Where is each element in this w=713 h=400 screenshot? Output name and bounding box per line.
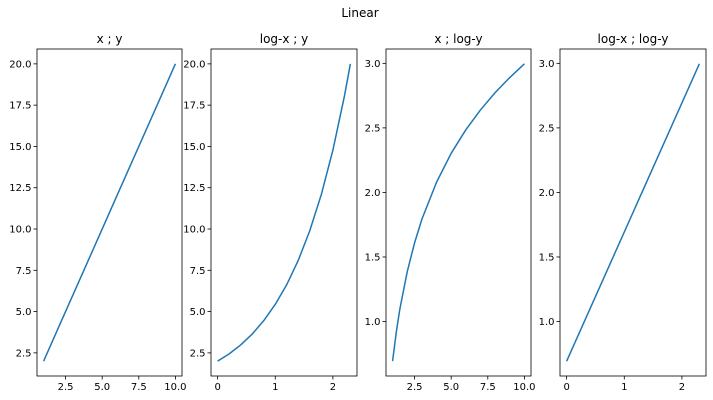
- x-tick-label: 1: [272, 382, 278, 393]
- series-line-4-1: [565, 63, 701, 362]
- subplot-2: log-x ; y 0 1 2 2.5 5.0 7.5 10.0 12.5 15.0 17.5 20.…: [183, 32, 358, 393]
- y-tick-label: 12.5: [9, 183, 31, 194]
- x-tick-label: 0: [563, 382, 569, 393]
- x-tick-label: 2: [679, 382, 685, 393]
- subplot-1: x ; y 2.5 5.0 7.5 10.0 2.5 5.0 7.5 10.0 12.5 15.0 1…: [9, 32, 186, 393]
- y-tick-label: 7.5: [190, 266, 206, 277]
- y-tick-label: 10.0: [9, 225, 31, 236]
- x-tick-label: 10.0: [164, 382, 186, 393]
- subplot-title: x ; log-y: [434, 32, 482, 46]
- y-tick-label: 3.0: [365, 59, 381, 70]
- y-tick-label: 12.5: [183, 183, 205, 194]
- y-tick-label: 3.0: [539, 59, 555, 70]
- x-tick-label: 10.0: [513, 382, 535, 393]
- figure-suptitle: Linear: [341, 6, 378, 20]
- y-tick-label: 20.0: [183, 59, 205, 70]
- y-tick-label: 10.0: [183, 225, 205, 236]
- y-tick-label: 7.5: [16, 266, 32, 277]
- y-tick-label: 17.5: [183, 101, 205, 112]
- axes-frame: [559, 48, 707, 377]
- y-tick-label: 2.0: [539, 188, 555, 199]
- subplot-3: x ; log-y 2.5 5.0 7.5 10.0 1.0 1.5 2.0 2.5 3.0: [365, 32, 536, 393]
- x-tick-label: 5.0: [94, 382, 110, 393]
- y-tick-label: 2.5: [539, 123, 555, 134]
- x-tick-label: 7.5: [131, 382, 147, 393]
- y-tick-label: 1.5: [365, 252, 381, 263]
- y-tick-label: 5.0: [16, 307, 32, 318]
- x-tick-label: 2.5: [407, 382, 423, 393]
- subplot-title: log-x ; y: [260, 32, 309, 46]
- y-tick-label: 1.0: [365, 317, 381, 328]
- axes-frame: [210, 48, 358, 377]
- series-line-3-1: [391, 63, 525, 362]
- x-tick-label: 0: [214, 382, 220, 393]
- subplot-4: log-x ; log-y 0 1 2 1.0 1.5 2.0 2.5 3.0: [539, 32, 707, 393]
- series-line-1-1: [42, 63, 177, 362]
- y-tick-label: 15.0: [183, 142, 205, 153]
- y-tick-label: 1.0: [539, 317, 555, 328]
- series-line-2-1: [217, 63, 352, 362]
- subplot-title: log-x ; log-y: [598, 32, 669, 46]
- y-tick-label: 2.0: [365, 188, 381, 199]
- subplot-panels: x ; y2.5 5.0 7.5 10.02.55.07.510.012.515.01…: [9, 32, 707, 393]
- y-tick-label: 5.0: [190, 307, 206, 318]
- y-tick-label: 2.5: [365, 123, 381, 134]
- x-tick-label: 7.5: [480, 382, 496, 393]
- x-tick-label: 2: [330, 382, 336, 393]
- y-tick-label: 2.5: [16, 348, 32, 359]
- y-tick-label: 1.5: [539, 252, 555, 263]
- axes-frame: [36, 48, 183, 377]
- y-tick-label: 17.5: [9, 101, 31, 112]
- y-tick-label: 2.5: [190, 348, 206, 359]
- x-tick-label: 5.0: [443, 382, 459, 393]
- subplot-title: x ; y: [97, 32, 123, 46]
- x-tick-label: 1: [621, 382, 627, 393]
- y-tick-label: 20.0: [9, 59, 31, 70]
- y-tick-label: 15.0: [9, 142, 31, 153]
- x-tick-label: 2.5: [58, 382, 74, 393]
- axes-frame: [385, 48, 532, 377]
